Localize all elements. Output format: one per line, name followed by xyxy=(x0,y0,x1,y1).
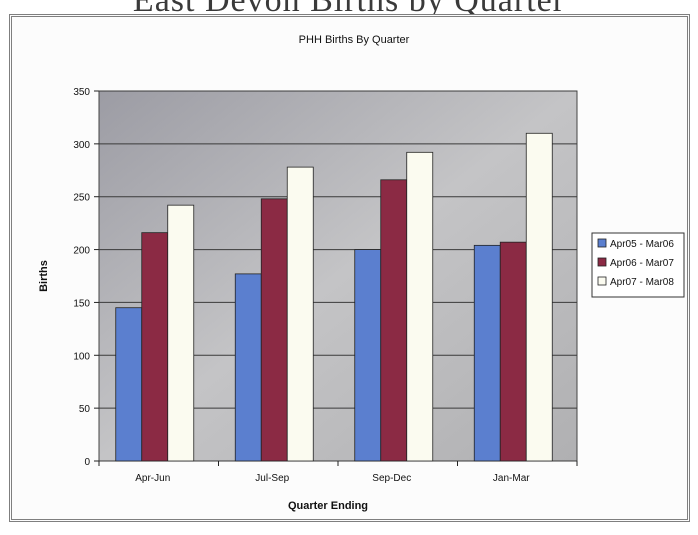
y-tick-label: 0 xyxy=(84,457,90,468)
legend-box xyxy=(591,232,685,298)
bar xyxy=(380,179,408,462)
y-tick-label: 200 xyxy=(73,246,90,257)
legend-label: Apr05 - Mar06 xyxy=(610,239,674,250)
bar xyxy=(167,204,195,462)
y-tick-label: 350 xyxy=(73,87,90,98)
bar xyxy=(406,151,434,462)
x-axis-label: Quarter Ending xyxy=(288,500,368,512)
bar xyxy=(234,273,262,462)
legend: Apr05 - Mar06 Apr06 - Mar07 Apr07 - Mar08 xyxy=(591,232,685,298)
chart-title: PHH Births By Quarter xyxy=(299,34,410,46)
x-tick-label: Jan-Mar xyxy=(493,473,530,484)
bar xyxy=(354,249,382,462)
y-tick-label: 50 xyxy=(79,404,91,415)
y-tick-label: 100 xyxy=(73,351,90,362)
bar xyxy=(260,198,288,462)
legend-label: Apr06 - Mar07 xyxy=(610,258,674,269)
y-axis-ticks: 0 50 100 150 200 250 300 350 xyxy=(73,87,99,468)
y-tick-label: 150 xyxy=(73,298,90,309)
legend-swatch xyxy=(597,257,607,267)
x-tick-label: Jul-Sep xyxy=(255,473,289,484)
x-axis-ticks: Apr-Jun Jul-Sep Sep-Dec Jan-Mar xyxy=(98,461,578,484)
x-tick-label: Apr-Jun xyxy=(135,473,170,484)
chart-frame: PHH Births By Quarter 0 50 100 150 200 250 300… xyxy=(9,14,690,522)
x-tick-label: Sep-Dec xyxy=(372,473,411,484)
bar xyxy=(525,132,553,462)
bar xyxy=(115,307,143,462)
bar xyxy=(499,241,527,462)
bar xyxy=(473,244,501,462)
y-tick-label: 300 xyxy=(73,140,90,151)
legend-swatch xyxy=(597,238,607,248)
y-axis-label: Births xyxy=(38,260,50,292)
legend-label: Apr07 - Mar08 xyxy=(610,277,674,288)
bars xyxy=(115,132,553,462)
legend-swatch xyxy=(597,276,607,286)
bar-chart: PHH Births By Quarter 0 50 100 150 200 250 300… xyxy=(38,34,685,512)
y-tick-label: 250 xyxy=(73,193,90,204)
bar xyxy=(286,166,314,462)
bar xyxy=(141,232,169,462)
